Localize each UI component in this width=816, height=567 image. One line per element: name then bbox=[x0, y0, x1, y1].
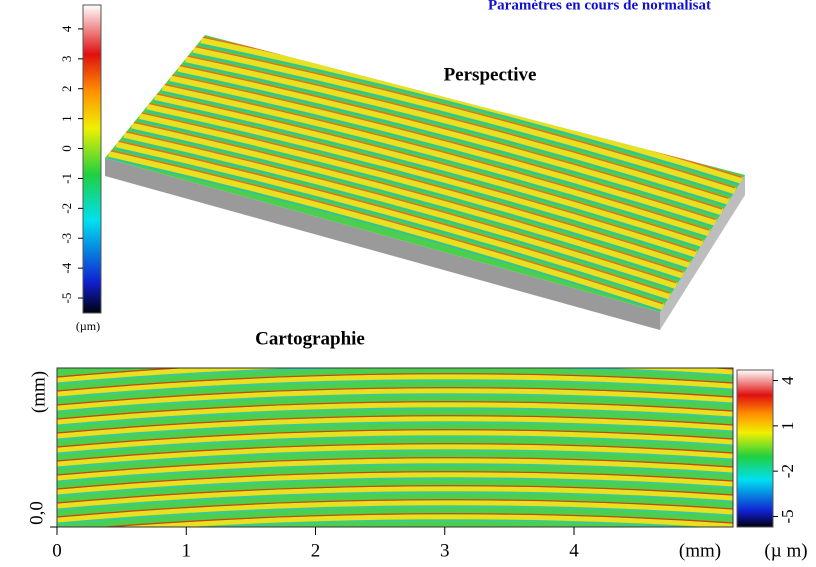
colorbar-tick-label: -5 bbox=[778, 509, 797, 523]
colorbar-tick-label: -4 bbox=[59, 262, 74, 273]
colorbar-label: (µm) bbox=[76, 319, 100, 333]
header: Paramètres en cours de normalisat bbox=[488, 0, 711, 13]
figure: Paramètres en cours de normalisat Perspe… bbox=[0, 0, 816, 567]
colorbar-tick-label: 1 bbox=[59, 115, 74, 122]
colorbar bbox=[737, 370, 773, 527]
x-tick-label: 0 bbox=[52, 540, 62, 561]
colorbar-label: (µ m) bbox=[764, 540, 807, 561]
colorbar-tick-label: -1 bbox=[59, 173, 74, 184]
colorbar-tick-label: 1 bbox=[778, 422, 797, 431]
colorbar-tick-label: 3 bbox=[59, 56, 74, 63]
x-tick-label: 2 bbox=[311, 540, 321, 561]
y-tick-label: 0,0 bbox=[26, 501, 47, 525]
x-tick-label: 4 bbox=[569, 540, 579, 561]
colorbar-tick-label: -2 bbox=[59, 203, 74, 214]
colorbar-tick-label: -5 bbox=[59, 293, 74, 304]
colorbar-tick-label: -3 bbox=[59, 233, 74, 244]
x-tick-label: 1 bbox=[182, 540, 192, 561]
chart-title: Perspective bbox=[444, 64, 537, 85]
chart-title: Cartographie bbox=[255, 328, 365, 349]
colorbar bbox=[83, 5, 101, 313]
colorbar-tick-label: -2 bbox=[778, 464, 797, 478]
colorbar-tick-label: 4 bbox=[778, 376, 797, 385]
colorbar-tick-label: 2 bbox=[59, 85, 74, 92]
colorbar-tick-label: 0 bbox=[59, 145, 74, 152]
colorbar-tick-label: 4 bbox=[59, 25, 74, 32]
y-axis-label: (mm) bbox=[28, 371, 49, 413]
x-axis-label: (mm) bbox=[679, 540, 721, 561]
x-tick-label: 3 bbox=[440, 540, 450, 561]
